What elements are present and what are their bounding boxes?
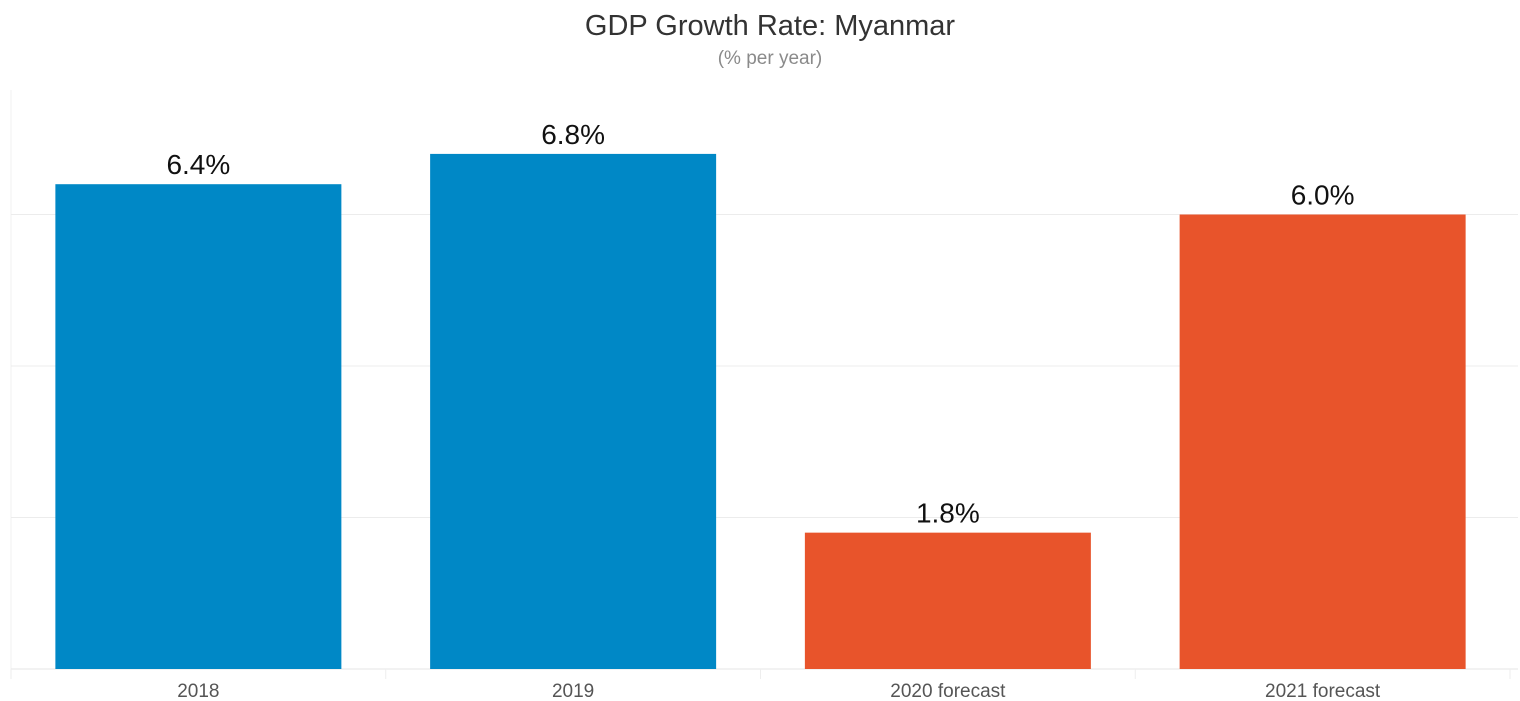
x-tick-label-2018: 2018 [177, 681, 219, 701]
bar-2018 [55, 184, 342, 669]
bar-2020-forecast [804, 532, 1091, 669]
chart-subtitle: (% per year) [717, 48, 823, 69]
data-label-2019: 6.8% [541, 119, 605, 150]
x-tick-label-2021-forecast: 2021 forecast [1265, 681, 1381, 701]
x-tick-label-2019: 2019 [552, 681, 594, 701]
data-label-2020-forecast: 1.8% [916, 498, 980, 529]
data-label-2021-forecast: 6.0% [1291, 180, 1355, 211]
chart-title: GDP Growth Rate: Myanmar [584, 10, 956, 42]
data-label-2018: 6.4% [166, 149, 230, 180]
x-tick-label-2020-forecast: 2020 forecast [890, 681, 1006, 701]
bar-2021-forecast [1179, 214, 1466, 669]
bar-2019 [430, 153, 717, 669]
